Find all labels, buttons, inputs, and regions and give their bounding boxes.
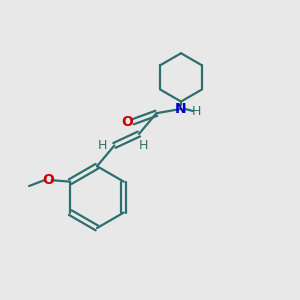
Text: H: H (98, 139, 107, 152)
Text: O: O (42, 173, 54, 187)
Text: O: O (122, 115, 134, 129)
Text: H: H (191, 104, 201, 118)
Text: H: H (139, 139, 148, 152)
Text: N: N (175, 102, 187, 116)
